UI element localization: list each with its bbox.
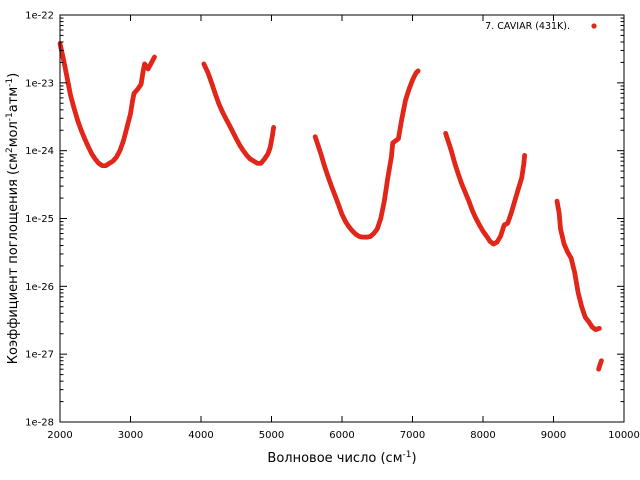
x-axis-title: Волновое число (см-1): [267, 450, 416, 466]
data-points: [57, 41, 604, 372]
y-tick-label: 1e-24: [25, 146, 54, 157]
data-point: [599, 358, 604, 364]
axis-ticks: 2000 3000 4000 5000 6000 7000 8000 9000 10000 1e-…: [25, 11, 640, 442]
x-tick-label: 10000: [608, 430, 640, 441]
y-tick-label: 1e-23: [25, 78, 54, 89]
x-tick-label: 2000: [47, 430, 72, 441]
x-tick-label: 4000: [188, 430, 213, 441]
data-point: [152, 54, 157, 60]
legend-marker: [591, 23, 597, 29]
data-point: [415, 68, 421, 74]
data-point: [522, 153, 527, 158]
x-tick-label: 8000: [470, 430, 495, 441]
y-tick-label: 1e-25: [25, 214, 54, 225]
x-tick-label: 5000: [259, 430, 284, 441]
y-tick-label: 1e-26: [25, 282, 54, 293]
y-tick-label: 1e-27: [25, 350, 54, 361]
x-tick-label: 3000: [118, 430, 143, 441]
legend-label: 7. CAVIAR (431K).: [485, 21, 570, 32]
x-tick-label: 7000: [400, 430, 425, 441]
x-tick-label: 6000: [329, 430, 354, 441]
y-axis-title: Коэффициент поглощения (см2мол-1атм-1): [5, 73, 21, 364]
y-tick-label: 1e-28: [25, 418, 54, 429]
x-tick-label: 9000: [541, 430, 566, 441]
y-tick-label: 1e-22: [25, 11, 54, 22]
data-point: [271, 125, 277, 130]
legend: 7. CAVIAR (431K).: [485, 21, 597, 32]
data-point: [596, 325, 602, 331]
